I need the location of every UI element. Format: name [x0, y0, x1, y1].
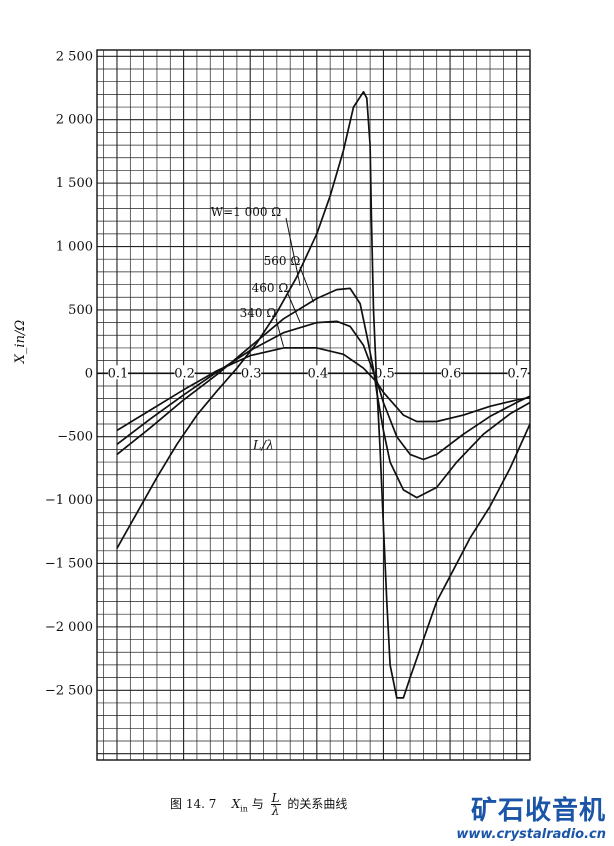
curve-label: 560 Ω: [264, 254, 301, 268]
y-tick-label: 500: [68, 303, 93, 318]
caption-mid: 与: [251, 797, 264, 811]
x-tick-label: 0.6: [441, 366, 462, 381]
curve-label-leader: [287, 293, 301, 323]
x-tick-label: 0.2: [174, 366, 195, 381]
series-line-460: [116, 320, 531, 461]
x-tick-label: 0.1: [108, 366, 129, 381]
curve-label: W=1 000 Ω: [211, 205, 282, 219]
y-tick-label: 2 500: [56, 49, 93, 64]
y-axis-label: X_in/Ω: [13, 320, 28, 365]
series-line-340: [116, 347, 531, 432]
x-tick-label: 0.7: [507, 366, 528, 381]
watermark-url: www.crystalradio.cn: [456, 827, 606, 842]
label-layer: W=1 000 Ω 560 Ω 460 Ω 340 Ω: [211, 205, 314, 347]
y-tick-label: 2 000: [56, 113, 93, 128]
figure-number: 图 14. 7: [170, 797, 217, 811]
caption-frac-num: L: [270, 791, 281, 805]
caption-frac-den: λ: [271, 804, 280, 818]
x-axis-label: L/λ: [252, 438, 274, 453]
x-tick-bg: [507, 365, 528, 380]
curve-label: 340 Ω: [240, 306, 277, 320]
x-tick-bg: [374, 365, 395, 380]
y-tick-label: −1 500: [45, 556, 93, 571]
x-tick-bg: [107, 365, 128, 380]
series-layer: [116, 90, 531, 699]
series-line-w-1-000: [116, 90, 531, 699]
x-tick-bg: [174, 365, 195, 380]
y-tick-label: 1 000: [56, 240, 93, 255]
plot-frame: [96, 49, 531, 761]
curve-label-leader: [275, 318, 285, 347]
axes: 2 500 2 000 1 500 1 000 500 0 −500 −1 000 −1 500…: [13, 49, 531, 761]
y-tick-label: 0: [85, 366, 93, 381]
curve-label-leader: [299, 266, 314, 303]
caption-symbol: X: [231, 797, 241, 811]
x-tick-bg: [307, 365, 328, 380]
y-tick-label: −2 000: [45, 620, 93, 635]
figure-caption: 图 14. 7 Xin 与 L λ 的关系曲线: [170, 792, 347, 817]
x-tick-label: 0.5: [374, 366, 395, 381]
y-tick-label: 1 500: [56, 176, 93, 191]
x-tick-label: 0.4: [307, 366, 328, 381]
watermark-logo: 矿石收音机: [470, 796, 606, 826]
curve-label-leader: [285, 217, 301, 286]
y-tick-label: −1 000: [45, 493, 93, 508]
y-tick-label: −2 500: [45, 683, 93, 698]
x-tick-label: 0.3: [241, 366, 262, 381]
caption-subscript: in: [240, 804, 248, 814]
watermark: 矿石收音机 www.crystalradio.cn: [436, 790, 606, 842]
x-tick-bg: [241, 365, 262, 380]
grid: [97, 50, 531, 760]
caption-fraction: L λ: [270, 791, 281, 818]
caption-tail: 的关系曲线: [287, 797, 348, 811]
x-tick-bg: [441, 365, 462, 380]
curve-label: 460 Ω: [252, 281, 289, 295]
y-tick-label: −500: [57, 430, 93, 445]
